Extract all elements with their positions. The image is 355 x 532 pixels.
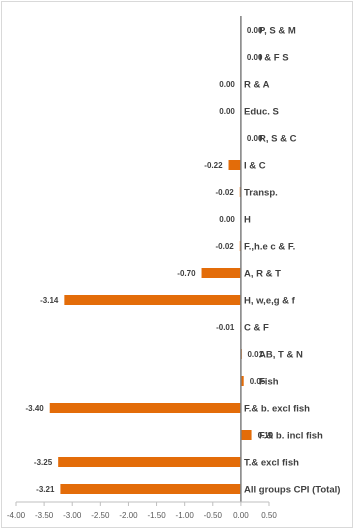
x-tick-label-3: -2.50	[91, 511, 110, 520]
value-label-13: 0.05	[250, 377, 266, 386]
category-label-14: F.& b. excl fish	[244, 404, 310, 415]
category-label-10: H, w,e,g & f	[244, 296, 296, 307]
value-label-0: 0.00	[247, 26, 263, 35]
x-tick-label-6: -1.00	[176, 511, 195, 520]
value-label-16: -3.25	[34, 458, 53, 467]
value-label-10: -3.14	[40, 296, 59, 305]
value-label-1: 0.00	[247, 53, 263, 62]
bar-16	[58, 457, 241, 467]
category-label-3: Educ. S	[244, 107, 279, 118]
value-label-9: -0.70	[177, 269, 196, 278]
bar-9	[201, 268, 241, 278]
category-label-8: F.,h.e c & F.	[244, 242, 295, 253]
x-tick-label-1: -3.50	[35, 511, 54, 520]
bar-5	[228, 160, 241, 170]
category-label-5: I & C	[244, 161, 266, 172]
value-label-11: -0.01	[216, 323, 235, 332]
x-tick-label-4: -2.00	[119, 511, 138, 520]
bar-13	[240, 376, 244, 386]
category-label-2: R & A	[244, 80, 270, 91]
value-label-14: -3.40	[25, 404, 44, 413]
category-label-9: A, R & T	[244, 269, 281, 280]
category-label-6: Transp.	[244, 188, 278, 199]
category-label-4: R, S & C	[259, 134, 297, 145]
bar-14	[49, 403, 241, 413]
category-label-12: AB, T & N	[259, 350, 303, 361]
category-label-1: I & F S	[259, 53, 289, 64]
category-label-17: All groups CPI (Total)	[244, 485, 340, 496]
category-label-11: C & F	[244, 323, 269, 334]
x-tick-label-0: -4.00	[7, 511, 26, 520]
value-label-7: 0.00	[219, 215, 235, 224]
category-label-0: P, S & M	[259, 26, 296, 37]
value-label-12: 0.01	[247, 350, 263, 359]
x-tick-label-7: -0.50	[204, 511, 223, 520]
value-label-4: 0.00	[247, 134, 263, 143]
value-label-8: -0.02	[216, 242, 235, 251]
value-label-17: -3.21	[36, 485, 55, 494]
category-label-15: F.& b. incl fish	[259, 431, 323, 442]
x-tick-label-9: 0.50	[261, 511, 277, 520]
bar-10	[64, 295, 241, 305]
bar-17	[60, 484, 241, 494]
value-label-6: -0.02	[216, 188, 235, 197]
value-label-5: -0.22	[204, 161, 223, 170]
category-label-13: Fish	[259, 377, 279, 388]
x-tick-label-5: -1.50	[147, 511, 166, 520]
category-label-7: H	[244, 215, 251, 226]
x-tick-label-8: 0.00	[233, 511, 249, 520]
x-tick-label-2: -3.00	[63, 511, 82, 520]
value-label-15: 0.19	[258, 431, 274, 440]
bar-15	[240, 430, 252, 440]
category-label-16: T.& excl fish	[244, 458, 299, 469]
value-label-2: 0.00	[219, 80, 235, 89]
value-label-3: 0.00	[219, 107, 235, 116]
